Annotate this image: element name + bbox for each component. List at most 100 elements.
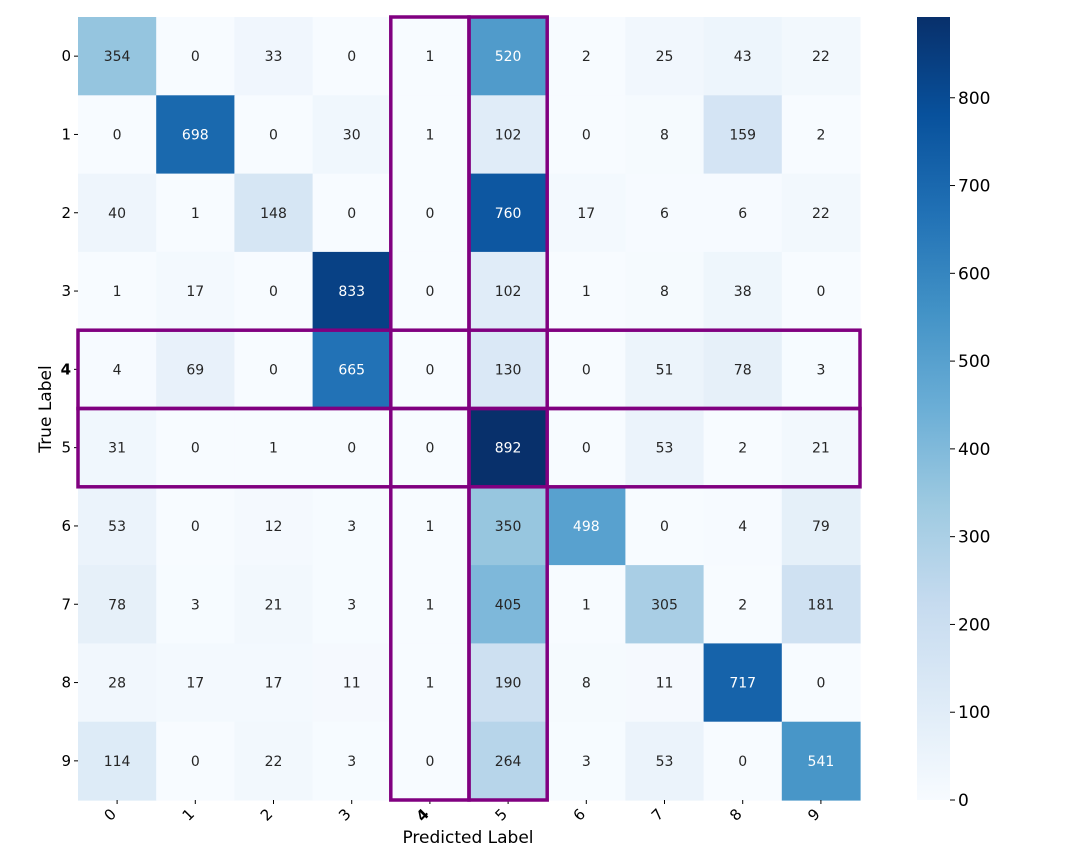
cell-value-label: 17	[577, 206, 595, 222]
heatmap-cell-labels: 354 0 33 0 1 520 2 25 43 220 698 0 30 1 102 0 8 159 240 1 14…	[104, 49, 835, 770]
y-axis-ticks: 0 1 2 3 4 5 6 7 8 9	[61, 47, 78, 770]
heatmap-cell	[156, 643, 235, 723]
heatmap-cell	[156, 486, 235, 566]
cell-value-label: 405	[495, 597, 522, 613]
heatmap-cell	[312, 251, 392, 331]
heatmap-cell	[312, 408, 392, 488]
cell-value-label: 1	[582, 284, 591, 300]
heatmap-cell	[156, 565, 235, 644]
y-tick-label: 5	[61, 439, 71, 457]
cell-value-label: 498	[573, 519, 600, 535]
heatmap-cell	[703, 251, 783, 331]
heatmap-cells	[78, 17, 861, 801]
heatmap-cell	[156, 95, 235, 175]
heatmap-cell	[312, 721, 392, 801]
heatmap-cell	[312, 643, 392, 723]
cell-value-label: 38	[734, 284, 752, 300]
heatmap-cell	[625, 486, 705, 566]
heatmap-cell	[78, 251, 157, 331]
cell-value-label: 69	[186, 362, 204, 378]
cell-value-label: 354	[104, 49, 131, 65]
cell-value-label: 8	[582, 676, 591, 692]
cell-value-label: 0	[269, 362, 278, 378]
cell-value-label: 0	[425, 441, 434, 457]
heatmap-cell	[625, 408, 705, 488]
colorbar-tick-label: 0	[958, 791, 969, 811]
cell-value-label: 1	[269, 441, 278, 457]
heatmap-cell	[547, 330, 626, 410]
cell-value-label: 53	[108, 519, 126, 535]
cell-value-label: 102	[495, 127, 522, 143]
colorbar-tick-label: 500	[958, 352, 990, 372]
x-tick-label: 2	[257, 805, 276, 824]
cell-value-label: 0	[113, 127, 122, 143]
heatmap-cell	[234, 330, 314, 410]
cell-value-label: 53	[656, 441, 674, 457]
cell-value-label: 717	[729, 676, 756, 692]
heatmap-cell	[234, 565, 314, 644]
cell-value-label: 3	[347, 597, 356, 613]
y-tick-label: 2	[61, 204, 71, 222]
heatmap-cell	[547, 486, 626, 566]
heatmap-cell	[781, 721, 861, 801]
heatmap-cell	[703, 486, 783, 566]
cell-value-label: 78	[108, 597, 126, 613]
heatmap-cell	[78, 95, 157, 175]
cell-value-label: 0	[269, 127, 278, 143]
cell-value-label: 3	[582, 754, 591, 770]
heatmap-cell	[547, 721, 626, 801]
cell-value-label: 30	[343, 127, 361, 143]
heatmap-cell	[78, 643, 157, 723]
cell-value-label: 4	[113, 362, 122, 378]
cell-value-label: 0	[816, 284, 825, 300]
heatmap-cell	[781, 95, 861, 175]
heatmap-cell	[390, 17, 470, 96]
heatmap-cell	[390, 486, 470, 566]
heatmap-cell	[390, 95, 470, 175]
x-tick-label: 6	[570, 805, 589, 824]
heatmap-cell	[625, 17, 705, 96]
heatmap-cell	[625, 565, 705, 644]
cell-value-label: 1	[113, 284, 122, 300]
x-tick-label: 8	[726, 805, 745, 824]
cell-value-label: 40	[108, 206, 126, 222]
cell-value-label: 17	[265, 676, 283, 692]
heatmap-cell	[547, 643, 626, 723]
cell-value-label: 1	[191, 206, 200, 222]
heatmap-cell	[312, 565, 392, 644]
cell-value-label: 21	[812, 441, 830, 457]
cell-value-label: 6	[660, 206, 669, 222]
cell-value-label: 0	[582, 441, 591, 457]
heatmap-cell	[625, 643, 705, 723]
cell-value-label: 28	[108, 676, 126, 692]
heatmap-cell	[469, 408, 548, 488]
x-tick-label: 4	[413, 805, 433, 825]
heatmap-cell	[234, 17, 314, 96]
heatmap-cell	[781, 17, 861, 96]
cell-value-label: 2	[816, 127, 825, 143]
heatmap-cell	[312, 330, 392, 410]
cell-value-label: 1	[425, 127, 434, 143]
heatmap-cell	[625, 721, 705, 801]
cell-value-label: 159	[729, 127, 756, 143]
cell-value-label: 102	[495, 284, 522, 300]
cell-value-label: 1	[425, 676, 434, 692]
heatmap-cell	[469, 721, 548, 801]
cell-value-label: 33	[265, 49, 283, 65]
cell-value-label: 21	[265, 597, 283, 613]
colorbar-tick-label: 100	[958, 703, 990, 723]
cell-value-label: 114	[104, 754, 131, 770]
heatmap-cell	[156, 251, 235, 331]
cell-value-label: 0	[425, 206, 434, 222]
x-axis-title: Predicted Label	[402, 828, 533, 848]
heatmap-cell	[312, 17, 392, 96]
heatmap-cell	[625, 330, 705, 410]
y-tick-label: 4	[61, 360, 71, 378]
cell-value-label: 22	[265, 754, 283, 770]
cell-value-label: 3	[347, 754, 356, 770]
x-tick-label: 3	[335, 805, 354, 824]
cell-value-label: 892	[495, 441, 522, 457]
heatmap-cell	[234, 251, 314, 331]
heatmap-cell	[625, 173, 705, 253]
heatmap-cell	[781, 643, 861, 723]
